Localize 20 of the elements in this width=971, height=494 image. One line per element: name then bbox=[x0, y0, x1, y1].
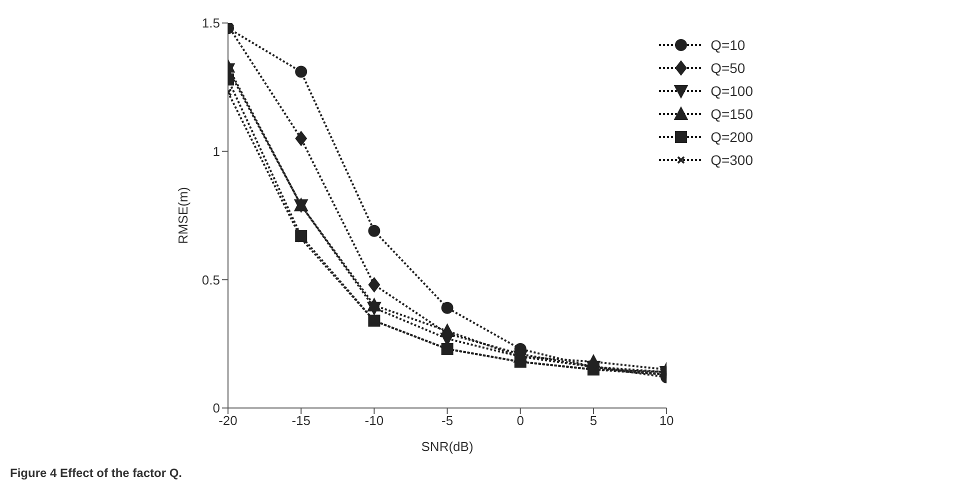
x-tick-label: -10 bbox=[364, 413, 384, 428]
legend-label: Q=50 bbox=[710, 60, 746, 76]
y-tick-label: 1.5 bbox=[202, 16, 220, 31]
legend-label: Q=100 bbox=[710, 82, 753, 98]
y-tick-label: 0 bbox=[212, 400, 220, 416]
legend-label: Q=10 bbox=[710, 36, 746, 52]
x-tick-label: 10 bbox=[659, 413, 674, 428]
legend-label: Q=200 bbox=[710, 128, 753, 144]
x-tick-label: -5 bbox=[442, 413, 454, 428]
y-tick-label: 1 bbox=[212, 144, 220, 159]
x-axis-title: SNR(dB) bbox=[421, 439, 474, 454]
caption: Figure 4 Effect of the factor Q. bbox=[10, 466, 182, 480]
legend-label: Q=300 bbox=[710, 152, 753, 168]
x-tick-label: 5 bbox=[590, 413, 598, 428]
y-tick-label: 0.5 bbox=[202, 272, 220, 288]
legend-label: Q=150 bbox=[710, 106, 753, 122]
y-axis-title: RMSE(m) bbox=[176, 186, 191, 244]
x-tick-label: 0 bbox=[516, 413, 524, 428]
x-tick-label: -20 bbox=[218, 413, 238, 428]
x-tick-label: -15 bbox=[292, 413, 310, 428]
